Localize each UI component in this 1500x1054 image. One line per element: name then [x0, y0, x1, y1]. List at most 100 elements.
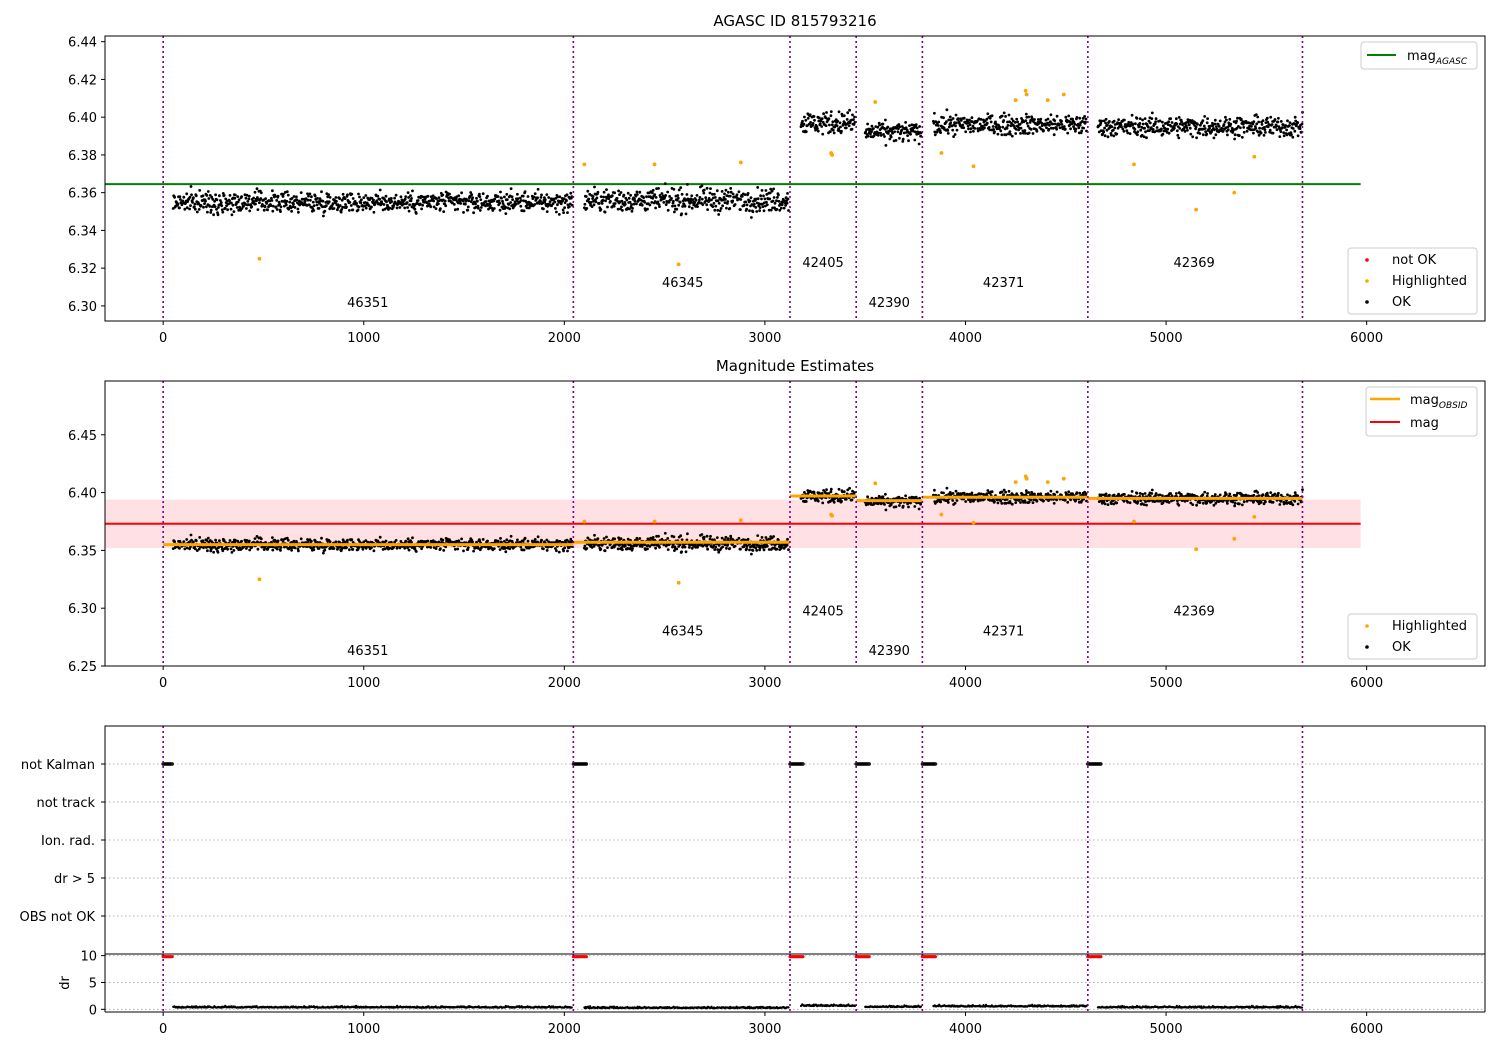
- ok-point: [1289, 121, 1292, 124]
- ok-point: [611, 194, 614, 197]
- ok-point: [631, 210, 634, 213]
- ok-point: [763, 209, 766, 212]
- ok-point: [1079, 124, 1082, 127]
- ok-point: [631, 207, 634, 210]
- ok-point: [288, 201, 291, 204]
- ok-point: [1053, 133, 1056, 136]
- ok-point: [460, 538, 463, 541]
- ok-point: [585, 547, 588, 550]
- ok-point: [703, 189, 706, 192]
- highlighted-point: [1014, 480, 1018, 484]
- ok-point: [464, 203, 467, 206]
- ok-point: [1046, 122, 1049, 125]
- ok-point: [946, 487, 949, 490]
- ok-point: [545, 193, 548, 196]
- ok-point: [499, 537, 502, 540]
- ok-point: [630, 545, 633, 548]
- legend-highlighted-swatch: [1365, 279, 1369, 283]
- ok-point: [1020, 127, 1023, 130]
- ok-point: [1263, 126, 1266, 129]
- ok-point: [821, 133, 824, 136]
- ok-point: [1171, 121, 1174, 124]
- ok-point: [821, 502, 824, 505]
- ok-point: [466, 209, 469, 212]
- ok-point: [569, 192, 572, 195]
- ok-point: [1144, 492, 1147, 495]
- ok-point: [652, 536, 655, 539]
- ok-point: [1080, 130, 1083, 133]
- ok-point: [1276, 128, 1279, 131]
- ok-point: [246, 200, 249, 203]
- ok-point: [206, 194, 209, 197]
- ok-point: [897, 130, 900, 133]
- ok-point: [1047, 118, 1050, 121]
- ok-point: [1063, 125, 1066, 128]
- ok-point: [869, 128, 872, 131]
- ok-point: [282, 195, 285, 198]
- ok-point: [718, 544, 721, 547]
- ok-point: [725, 207, 728, 210]
- flag-row-label: Ion. rad.: [41, 834, 95, 849]
- dr-clipped-marker: [801, 955, 804, 958]
- ok-point: [956, 129, 959, 132]
- ok-point: [876, 126, 879, 129]
- ok-point: [949, 121, 952, 124]
- ok-point: [1139, 117, 1142, 120]
- ok-point: [830, 114, 833, 117]
- ok-point: [505, 193, 508, 196]
- ok-point: [720, 207, 723, 210]
- ok-point: [992, 128, 995, 131]
- ok-point: [753, 203, 756, 206]
- ok-point: [657, 535, 660, 538]
- ok-point: [1064, 128, 1067, 131]
- ok-point: [383, 203, 386, 206]
- ok-point: [667, 209, 670, 212]
- ok-point: [786, 192, 789, 195]
- ok-point: [655, 196, 658, 199]
- ok-point: [604, 199, 607, 202]
- ok-point: [890, 136, 893, 139]
- ok-point: [335, 196, 338, 199]
- ok-point: [1166, 128, 1169, 131]
- ok-point: [701, 184, 704, 187]
- ok-point: [1155, 117, 1158, 120]
- ok-point: [1144, 500, 1147, 503]
- ok-point: [370, 546, 373, 549]
- ok-point: [178, 547, 181, 550]
- ok-point: [675, 208, 678, 211]
- ok-point: [1195, 504, 1198, 507]
- ok-point: [828, 124, 831, 127]
- ok-point: [240, 540, 243, 543]
- ok-point: [829, 130, 832, 133]
- ok-point: [1159, 120, 1162, 123]
- ok-point: [1055, 499, 1058, 502]
- ok-point: [1264, 128, 1267, 131]
- ok-point: [915, 123, 918, 126]
- ok-point: [813, 119, 816, 122]
- ok-point: [248, 195, 251, 198]
- agasc-xtick-label: 5000: [1150, 331, 1183, 346]
- ok-point: [727, 537, 730, 540]
- ok-point: [714, 196, 717, 199]
- ok-point: [351, 209, 354, 212]
- ok-point: [404, 198, 407, 201]
- ok-point: [292, 203, 295, 206]
- ok-point: [1213, 137, 1216, 140]
- ok-point: [1132, 123, 1135, 126]
- ok-point: [717, 213, 720, 216]
- ok-point: [472, 211, 475, 214]
- ok-point: [402, 203, 405, 206]
- highlighted-point: [1232, 191, 1236, 195]
- ok-point: [555, 549, 558, 552]
- ok-point: [1069, 498, 1072, 501]
- ok-point: [679, 534, 682, 537]
- ok-point: [1173, 127, 1176, 130]
- ok-point: [1250, 125, 1253, 128]
- agasc-xtick-label: 0: [159, 331, 167, 346]
- ok-point: [508, 207, 511, 210]
- ok-point: [1004, 491, 1007, 494]
- ok-point: [220, 204, 223, 207]
- ok-point: [734, 203, 737, 206]
- ok-point: [173, 196, 176, 199]
- ok-point: [1285, 129, 1288, 132]
